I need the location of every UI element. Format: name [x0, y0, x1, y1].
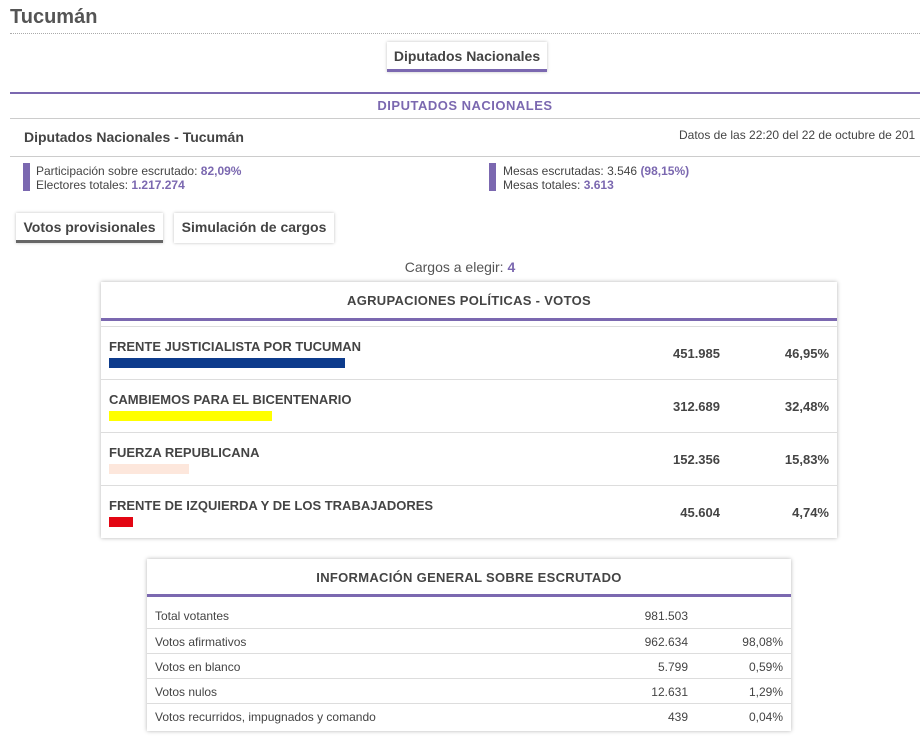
mesas-totales-label: Mesas totales:: [503, 178, 581, 192]
info-label: Total votantes: [155, 609, 230, 623]
participation-label: Participación sobre escrutado:: [36, 164, 198, 178]
electors-label: Electores totales:: [36, 178, 129, 192]
section-divider: [10, 118, 920, 119]
participation-stat: Participación sobre escrutado: 82,09%: [36, 164, 241, 178]
info-row: Votos nulos 12.631 1,29%: [147, 678, 791, 704]
tab-votos-provisionales[interactable]: Votos provisionales: [16, 213, 163, 243]
page-title: Tucumán: [10, 6, 98, 28]
section-divider: [10, 92, 920, 94]
mesas-totales-value: 3.613: [583, 178, 614, 192]
info-panel: INFORMACIÓN GENERAL SOBRE ESCRUTADO Tota…: [147, 559, 791, 731]
cargos-label: Cargos a elegir:: [404, 259, 504, 275]
info-value: 439: [667, 710, 688, 724]
votes-panel-title: AGRUPACIONES POLÍTICAS - VOTOS: [347, 293, 591, 308]
cargos-a-elegir: Cargos a elegir: 4: [0, 259, 920, 275]
title-divider: [10, 33, 920, 34]
party-votes: 312.689: [673, 399, 720, 414]
mesas-totales-stat: Mesas totales: 3.613: [503, 178, 614, 192]
participation-value: 82,09%: [200, 164, 242, 178]
info-value: 12.631: [651, 685, 688, 699]
mesas-escrutadas-pct: (98,15%): [640, 164, 690, 178]
info-percentage: 0,04%: [748, 710, 783, 724]
party-share-bar: [109, 411, 272, 421]
info-value: 962.634: [644, 635, 688, 649]
info-label: Votos en blanco: [155, 660, 241, 674]
party-row: FRENTE JUSTICIALISTA POR TUCUMAN 451.985…: [101, 326, 837, 380]
info-panel-title: INFORMACIÓN GENERAL SOBRE ESCRUTADO: [316, 570, 622, 585]
party-percentage: 32,48%: [784, 399, 829, 414]
info-label: Votos nulos: [155, 685, 218, 699]
party-percentage: 46,95%: [784, 346, 829, 361]
tab-diputados-nacionales[interactable]: Diputados Nacionales: [387, 42, 547, 72]
party-share-bar: [109, 358, 345, 368]
cargos-value: 4: [507, 259, 516, 275]
stat-marker: [489, 163, 496, 191]
info-percentage: 0,59%: [748, 660, 783, 674]
electors-value: 1.217.274: [131, 178, 185, 192]
info-row: Votos recurridos, impugnados y comando 4…: [147, 703, 791, 729]
party-votes: 45.604: [680, 505, 720, 520]
party-row: FRENTE DE IZQUIERDA Y DE LOS TRABAJADORE…: [101, 485, 837, 539]
panel-divider: [147, 594, 791, 597]
party-name: CAMBIEMOS PARA EL BICENTENARIO: [109, 392, 352, 407]
party-row: FUERZA REPUBLICANA 152.356 15,83%: [101, 432, 837, 486]
party-name: FRENTE DE IZQUIERDA Y DE LOS TRABAJADORE…: [109, 498, 434, 513]
info-label: Votos afirmativos: [155, 635, 247, 649]
stat-marker: [23, 163, 30, 191]
info-value: 5.799: [657, 660, 688, 674]
results-subheading: Diputados Nacionales - Tucumán: [24, 129, 244, 145]
subheading-divider: [10, 156, 920, 157]
party-row: CAMBIEMOS PARA EL BICENTENARIO 312.689 3…: [101, 379, 837, 433]
info-percentage: 1,29%: [748, 685, 783, 699]
party-percentage: 15,83%: [784, 452, 829, 467]
data-timestamp: Datos de las 22:20 del 22 de octubre de …: [679, 128, 916, 142]
panel-divider: [101, 318, 837, 321]
info-percentage: 98,08%: [742, 635, 783, 649]
electors-stat: Electores totales: 1.217.274: [36, 178, 185, 192]
votes-panel: AGRUPACIONES POLÍTICAS - VOTOS FRENTE JU…: [101, 282, 837, 538]
info-row: Votos en blanco 5.799 0,59%: [147, 653, 791, 679]
party-votes: 152.356: [673, 452, 720, 467]
info-row: Votos afirmativos 962.634 98,08%: [147, 628, 791, 654]
mesas-escrutadas-stat: Mesas escrutadas: 3.546 (98,15%): [503, 164, 689, 178]
tab-simulacion-cargos[interactable]: Simulación de cargos: [174, 213, 334, 243]
mesas-escrutadas-value: 3.546: [607, 164, 638, 178]
party-share-bar: [109, 464, 189, 474]
party-votes: 451.985: [673, 346, 720, 361]
party-percentage: 4,74%: [792, 505, 829, 520]
party-name: FRENTE JUSTICIALISTA POR TUCUMAN: [109, 339, 362, 354]
mesas-escrutadas-label: Mesas escrutadas:: [503, 164, 604, 178]
party-name: FUERZA REPUBLICANA: [109, 445, 260, 460]
info-label: Votos recurridos, impugnados y comando: [155, 710, 376, 724]
info-row: Total votantes 981.503: [147, 603, 791, 628]
info-value: 981.503: [644, 609, 688, 623]
section-title: DIPUTADOS NACIONALES: [377, 98, 553, 113]
party-share-bar: [109, 517, 133, 527]
